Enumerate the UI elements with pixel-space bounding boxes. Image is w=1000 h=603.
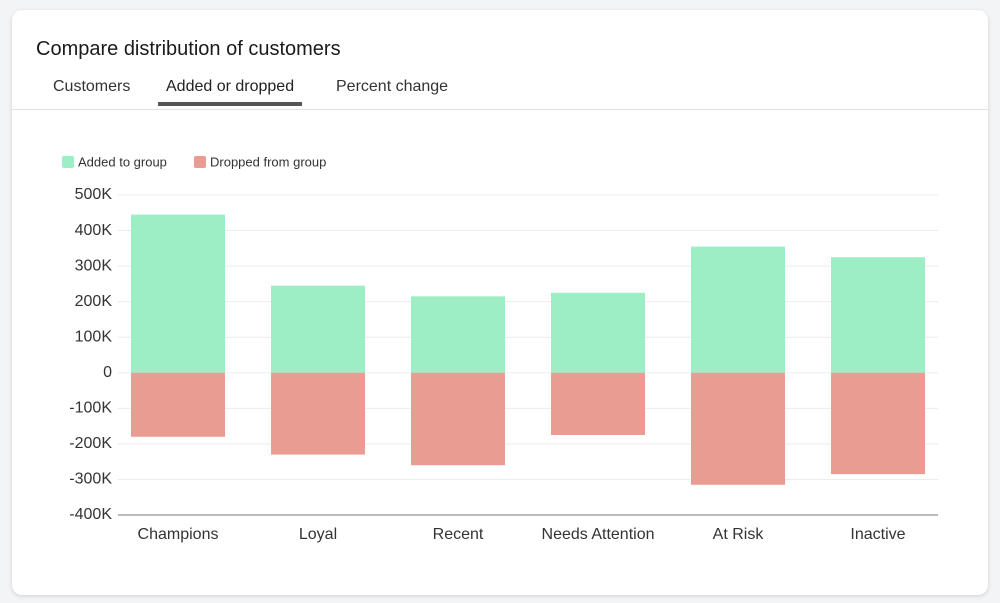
legend-label: Added to group	[78, 154, 167, 169]
bar	[831, 257, 925, 373]
y-tick-label: 200K	[75, 293, 113, 310]
bar	[691, 246, 785, 373]
divider	[12, 109, 988, 110]
x-tick-label: Champions	[138, 526, 219, 543]
y-tick-label: 400K	[75, 222, 113, 239]
bar	[551, 292, 645, 373]
bar	[411, 372, 505, 466]
bar	[411, 296, 505, 373]
bar	[831, 372, 925, 475]
y-tick-label: 300K	[75, 257, 113, 274]
tab-active[interactable]: Added or dropped	[158, 78, 303, 106]
x-tick-label: Inactive	[850, 526, 905, 543]
x-tick-label: Recent	[433, 526, 484, 543]
bar	[131, 372, 225, 437]
legend-swatch	[62, 156, 74, 168]
bar	[271, 372, 365, 455]
tab[interactable]: Customers	[53, 78, 131, 95]
legend-label: Dropped from group	[210, 154, 326, 169]
y-tick-label: 0	[103, 364, 112, 381]
y-tick-label: 100K	[75, 328, 113, 345]
card-title: Compare distribution of customers	[36, 38, 341, 60]
tab[interactable]: Percent change	[336, 78, 449, 95]
bar	[271, 285, 365, 373]
x-tick-label: At Risk	[713, 526, 765, 543]
y-tick-label: -200K	[69, 435, 112, 452]
y-tick-label: -100K	[69, 400, 112, 417]
bar	[551, 372, 645, 435]
legend-swatch	[194, 156, 206, 168]
y-tick-label: 500K	[75, 186, 113, 203]
x-tick-label: Needs Attention	[542, 526, 655, 543]
bar	[691, 372, 785, 485]
bar	[131, 214, 225, 373]
y-tick-label: -300K	[69, 471, 112, 488]
x-tick-label: Loyal	[299, 526, 337, 543]
y-tick-label: -400K	[69, 506, 112, 523]
